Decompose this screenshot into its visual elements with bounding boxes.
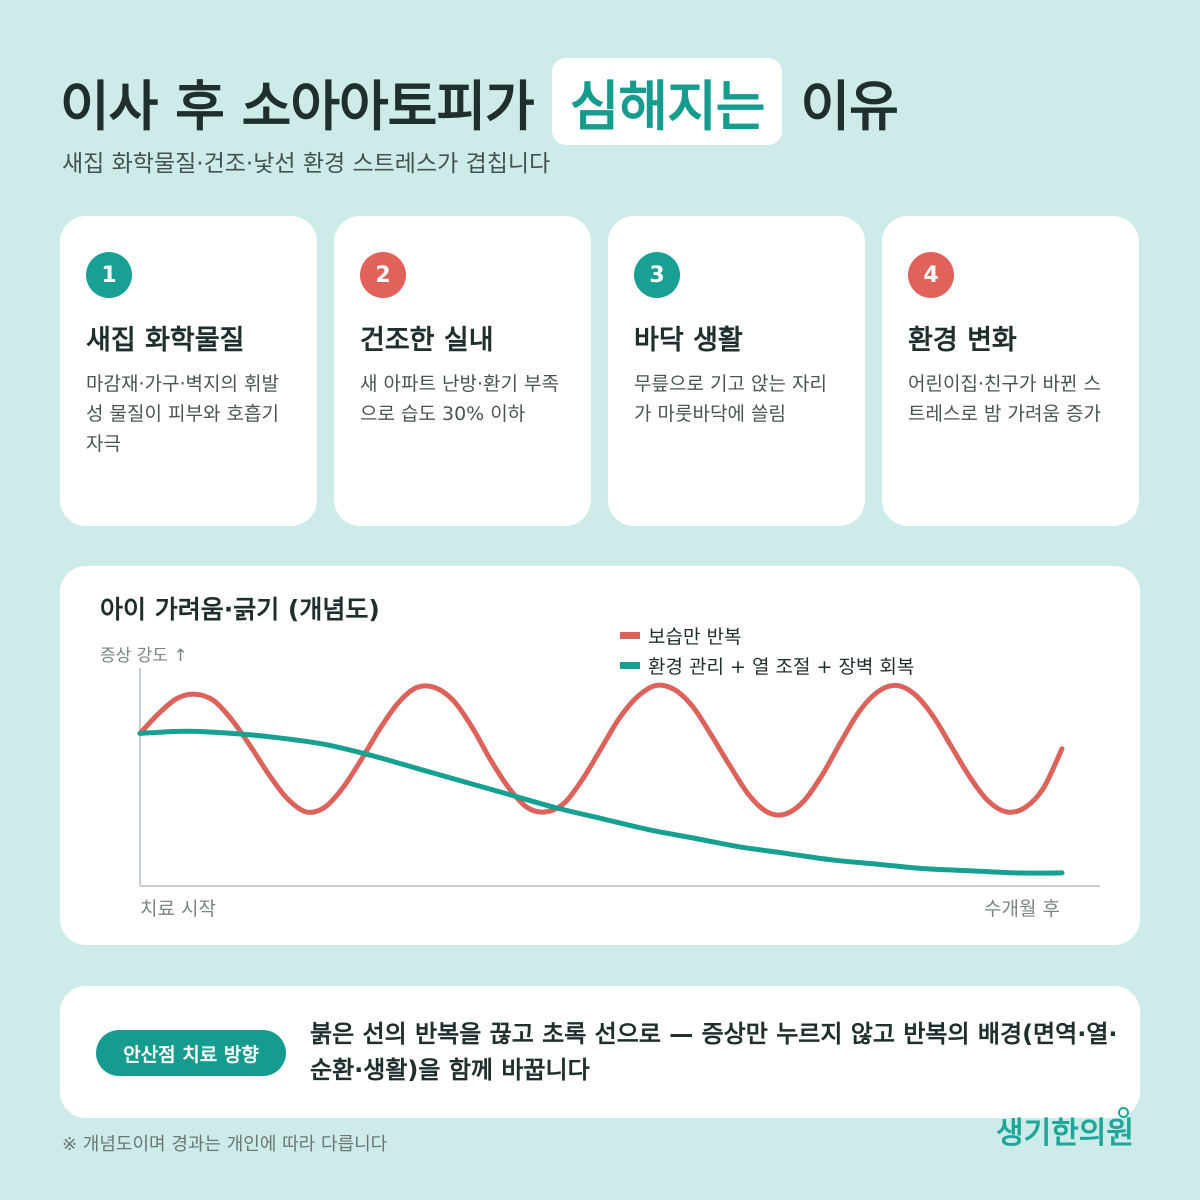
card-description: 새 아파트 난방·환기 부족으로 습도 30% 이하 (360, 373, 559, 425)
number-badge: 4 (908, 252, 954, 298)
card-title: 건조한 실내 (360, 325, 494, 356)
card-title: 환경 변화 (908, 325, 1017, 356)
card-description: 무릎으로 기고 앉는 자리가 마룻바닥에 쓸림 (634, 373, 827, 425)
reason-card-4: 4 환경 변화 어린이집·친구가 바뀐 스트레스로 밤 가려움 증가 (882, 216, 1139, 526)
title-part-before: 이사 후 소아아토피가 (60, 75, 535, 138)
legend-label-moisturize: 보습만 반복 (648, 626, 741, 648)
title-highlight: 심해지는 (551, 58, 783, 145)
card-title: 바닥 생활 (634, 325, 743, 356)
reason-card-3: 3 바닥 생활 무릎으로 기고 앉는 자리가 마룻바닥에 쓸림 (608, 216, 865, 526)
x-end-label: 수개월 후 (984, 898, 1060, 920)
reason-cards: 1 새집 화학물질 마감재·가구·벽지의 휘발성 물질이 피부와 호흡기 자극 … (60, 216, 1140, 526)
y-axis-label: 증상 강도 ↑ (100, 646, 188, 666)
legend-label-environment: 환경 관리 + 열 조절 + 장벽 회복 (648, 656, 914, 678)
page-title: 이사 후 소아아토피가 심해지는 이유 (60, 58, 899, 145)
card-description: 마감재·가구·벽지의 휘발성 물질이 피부와 호흡기 자극 (86, 373, 279, 455)
reason-card-1: 1 새집 화학물질 마감재·가구·벽지의 휘발성 물질이 피부와 호흡기 자극 (60, 216, 317, 526)
footnote: ※ 개념도이며 경과는 개인에 따라 다릅니다 (62, 1134, 388, 1155)
title-part-after: 이유 (800, 75, 898, 138)
series-line-moisturize-only (137, 682, 1065, 818)
itch-chart: 아이 가려움·긁기 (개념도) 증상 강도 ↑ 치료 시작 수개월 후 보습만 … (100, 595, 1100, 920)
number-badge: 1 (86, 252, 132, 298)
legend-swatch-environment (620, 662, 640, 669)
card-title: 새집 화학물질 (86, 325, 245, 356)
card-description: 어린이집·친구가 바뀐 스트레스로 밤 가려움 증가 (908, 373, 1101, 425)
chart-panel: 아이 가려움·긁기 (개념도) 증상 강도 ↑ 치료 시작 수개월 후 보습만 … (60, 566, 1140, 945)
number-badge: 2 (360, 252, 406, 298)
treatment-message: 붉은 선의 반복을 끊고 초록 선으로 — 증상만 누르지 않고 반복의 배경(… (310, 1020, 1118, 1084)
legend-swatch-moisturize (620, 632, 640, 639)
number-badge: 3 (634, 252, 680, 298)
chart-title: 아이 가려움·긁기 (개념도) (100, 595, 380, 624)
logo-dot-mark (1118, 1107, 1129, 1118)
treatment-direction-badge: 안산점 치료 방향 (96, 1030, 286, 1076)
page-subtitle: 새집 화학물질·건조·낯선 환경 스트레스가 겹칩니다 (62, 151, 551, 177)
clinic-logo: 생기한의원 (996, 1116, 1134, 1151)
series-layer (137, 682, 1065, 876)
x-start-label: 치료 시작 (140, 898, 216, 920)
treatment-panel: 안산점 치료 방향 붉은 선의 반복을 끊고 초록 선으로 — 증상만 누르지 … (60, 986, 1140, 1118)
series-line-environment-care (137, 728, 1065, 876)
reason-card-2: 2 건조한 실내 새 아파트 난방·환기 부족으로 습도 30% 이하 (334, 216, 591, 526)
